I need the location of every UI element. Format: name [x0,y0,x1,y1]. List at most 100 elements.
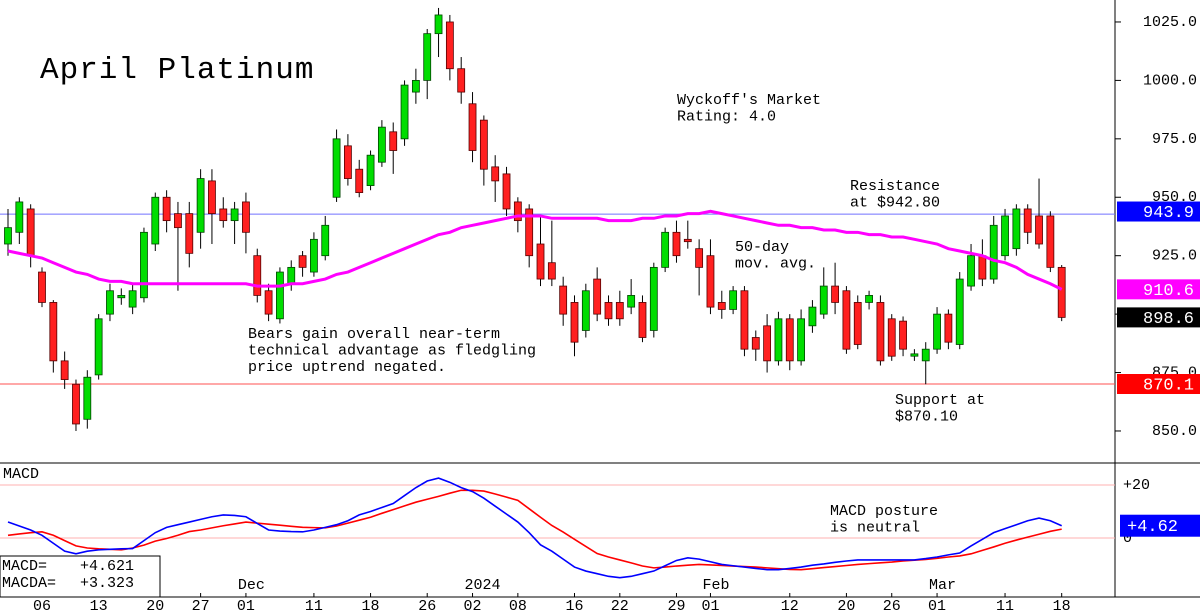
candle-body [208,180,216,215]
candle-body [219,208,228,222]
candle-body [989,224,998,280]
annotation: technical advantage as fledgling [248,342,536,359]
candle-body [423,33,432,81]
candle-body [411,79,420,93]
candle-body [389,131,398,151]
x-tick-label: 08 [509,598,527,615]
candle-body [1001,215,1009,257]
annotation: is neutral [830,519,920,536]
x-tick-label: 01 [928,598,946,615]
candle-body [763,325,772,362]
candle-body [559,285,568,315]
candle-body [740,290,749,350]
candle-body [921,348,930,362]
x-tick-label: 01 [701,598,719,615]
candle-body [468,103,477,151]
x-tick-label: 01 [237,598,255,615]
candle-body [366,154,375,186]
candle-body [49,302,58,362]
candle-body [695,248,704,268]
readout-name: MACDA= [2,575,56,592]
x-tick-label: 13 [90,598,108,615]
candle-body [1012,208,1021,250]
y-tick-label: +20 [1123,477,1150,494]
price-marker-label: 910.6 [1143,282,1194,301]
candle-body [627,295,636,308]
macd-line [7,489,1062,571]
candle-body [4,227,12,245]
macd-panel [0,477,1115,579]
candle-body [38,271,46,303]
candle-body [377,126,386,163]
candle-body [706,255,715,308]
overlay: 850.0875.0900.0925.0950.0975.01000.01025… [0,14,1200,615]
x-tick-label: 20 [146,598,164,615]
candle-body [1023,208,1032,233]
candle-body [1057,266,1066,318]
x-tick-label: 18 [362,598,380,615]
x-tick-label: 20 [837,598,855,615]
x-tick-label: 26 [883,598,901,615]
candle-body [638,302,647,338]
price-marker-box [1117,374,1200,395]
candle-body [162,196,171,222]
x-tick-label: 06 [33,598,51,615]
candle-body [729,290,738,310]
x-tick-label: 12 [781,598,799,615]
month-label: Feb [702,577,729,594]
price-marker-box [1117,307,1200,328]
candle-body [310,238,318,273]
candle-body [434,14,443,35]
candle-body [287,266,296,285]
y-tick-label: 925.0 [1152,248,1197,265]
y-tick-label: 975.0 [1152,131,1197,148]
candle-body [581,290,590,331]
annotation: Support at [895,392,985,409]
x-tick-label: 18 [1053,598,1071,615]
candle-body [230,208,239,222]
x-tick-label: 11 [305,598,323,615]
annotation: mov. avg. [735,255,816,272]
candle-body [332,138,341,198]
candle-body [151,196,160,245]
x-tick-label: 02 [464,598,482,615]
price-marker-label: 943.9 [1143,204,1194,223]
macd-marker-label: +4.62 [1127,518,1178,537]
candle-body [978,255,987,280]
macd-line [7,477,1063,579]
annotation: Wyckoff's Market [677,92,821,109]
candle-body [94,318,103,376]
candle-body [72,383,80,425]
candle-body [819,285,828,315]
price-marker-label: 870.1 [1143,376,1194,395]
x-tick-label: 29 [667,598,685,615]
annotation: 50-day [735,239,789,256]
moving-average-line [7,209,1063,291]
candle-body [604,302,613,320]
x-tick-label: 27 [192,598,210,615]
candle-body [445,21,454,70]
x-tick-label: 22 [611,598,629,615]
candle-body [276,271,284,320]
candle-body [525,208,534,257]
candle-body [106,290,114,315]
candle-body [196,178,205,233]
month-label: Mar [929,577,956,594]
candle-body [570,302,579,343]
candle-body [717,302,726,310]
annotation: MACD posture [830,503,938,520]
candle-body [15,201,24,233]
candle-body [1046,215,1055,268]
candle-body [944,313,953,343]
candle-body [83,376,92,420]
candle-body [400,84,409,140]
price-panel [0,7,1115,431]
candle-body [615,302,624,320]
candle-body [547,262,556,280]
annotation: $870.10 [895,408,958,425]
y-tick-label: 850.0 [1152,423,1197,440]
x-tick-label: 16 [565,598,583,615]
candle-body [808,306,817,327]
month-label: Dec [238,577,265,594]
candle-body [683,238,692,243]
